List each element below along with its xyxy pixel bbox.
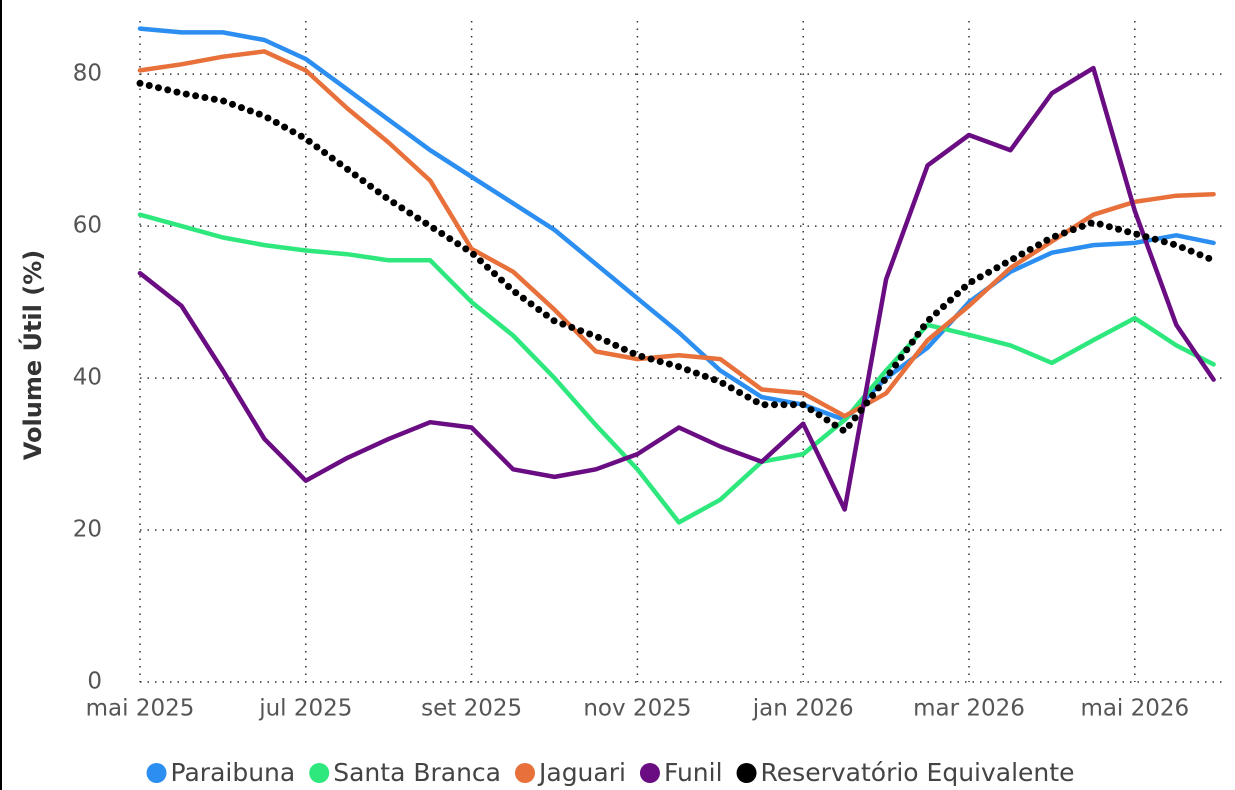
legend-label: Reservatório Equivalente xyxy=(761,758,1075,787)
x-tick-label: nov 2025 xyxy=(583,696,691,722)
x-tick-label: mai 2026 xyxy=(1080,696,1189,722)
y-tick-label: 0 xyxy=(87,669,102,695)
x-tick-label: jul 2025 xyxy=(258,696,352,722)
x-tick-label: set 2025 xyxy=(421,696,522,722)
legend-marker xyxy=(146,763,167,783)
series-line xyxy=(137,212,1216,525)
legend-label: Jaguari xyxy=(537,758,626,787)
y-axis-label: Volume Útil (%) xyxy=(17,250,47,460)
y-tick-label: 20 xyxy=(73,517,102,543)
legend-label: Santa Branca xyxy=(333,758,501,787)
y-tick-label: 80 xyxy=(73,61,102,87)
legend-marker xyxy=(309,763,330,783)
x-tick-label: mar 2026 xyxy=(913,696,1025,722)
legend-marker xyxy=(515,763,535,783)
legend-label: Funil xyxy=(664,758,723,787)
series-line xyxy=(137,65,1216,512)
y-tick-label: 40 xyxy=(73,365,102,391)
y-tick-label: 60 xyxy=(73,213,102,239)
legend-marker xyxy=(736,763,757,783)
x-tick-label: jan 2026 xyxy=(752,696,854,722)
series-line xyxy=(137,49,1216,419)
series-line xyxy=(137,26,1216,423)
legend-marker xyxy=(639,763,660,783)
legend-label: Paraibuna xyxy=(171,758,296,787)
series-line xyxy=(136,79,1218,435)
x-tick-label: mai 2025 xyxy=(86,696,195,722)
